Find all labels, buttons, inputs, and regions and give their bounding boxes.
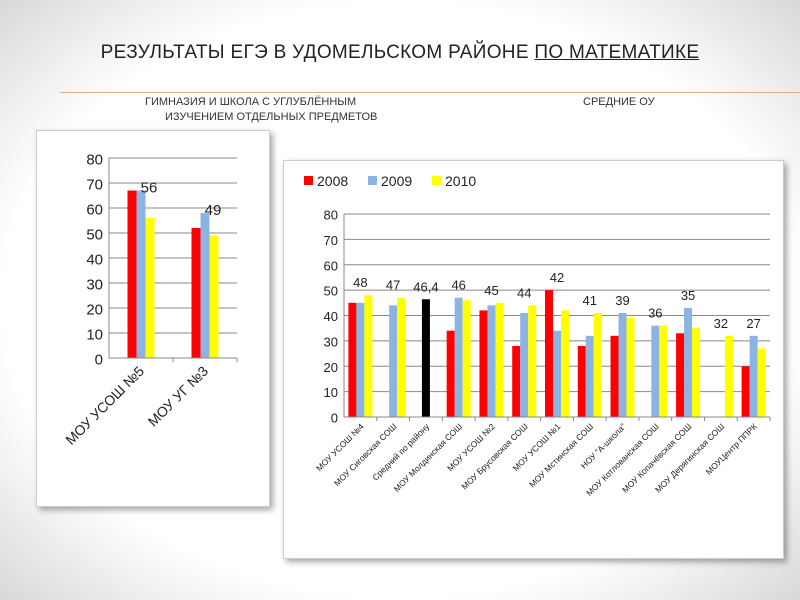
y-tick-label: 50 — [86, 227, 103, 244]
bar-2009 — [585, 335, 594, 417]
data-label: 39 — [615, 293, 629, 308]
bar-2009 — [356, 302, 365, 417]
y-tick-label: 10 — [86, 327, 103, 344]
bar-2010 — [757, 348, 766, 417]
x-category-label: Средний по району — [370, 421, 432, 483]
data-label: 56 — [141, 180, 158, 197]
data-label: 35 — [681, 288, 695, 303]
x-category-label: МОУ УГ №3 — [145, 363, 212, 430]
legend-swatch-2010 — [432, 176, 441, 185]
bar-2009 — [200, 213, 210, 358]
bar-2010 — [145, 218, 155, 358]
legend-label: 2008 — [317, 173, 348, 189]
y-tick-label: 30 — [324, 334, 338, 349]
subtitle-left-2: ИЗУЧЕНИЕМ ОТДЕЛЬНЫХ ПРЕДМЕТОВ — [165, 111, 378, 123]
bar-2009 — [487, 305, 496, 417]
y-tick-label: 40 — [86, 252, 103, 269]
subtitle-right: СРЕДНИЕ ОУ — [583, 96, 655, 108]
y-tick-label: 60 — [86, 202, 103, 219]
bar-2010 — [659, 325, 668, 417]
page-title: РЕЗУЛЬТАТЫ ЕГЭ В УДОМЕЛЬСКОМ РАЙОНЕ ПО М… — [0, 42, 800, 64]
bar-Средний — [421, 299, 430, 417]
bar-2008 — [348, 302, 357, 417]
bar-2010 — [626, 318, 635, 417]
data-label: 42 — [550, 270, 564, 285]
data-label: 32 — [714, 316, 728, 331]
bar-2010 — [495, 302, 504, 417]
subtitle-left-1: ГИМНАЗИЯ И ШКОЛА С УГЛУБЛЁННЫМ — [145, 96, 357, 108]
x-category-label: МОУ Сиговская СОШ — [332, 421, 399, 488]
left-chart: 0 10 20 30 40 50 60 70 80 56 МОУ УСОШ №5 49 МОУ УГ №… — [62, 152, 238, 448]
y-tick-label: 80 — [324, 208, 338, 223]
y-tick-label: 70 — [324, 233, 338, 248]
legend-label: 2010 — [445, 173, 476, 189]
bar-2010 — [528, 305, 537, 417]
y-tick-label: 20 — [86, 302, 103, 319]
y-tick-label: 80 — [86, 152, 103, 169]
data-label: 27 — [746, 316, 760, 331]
y-tick-label: 40 — [324, 309, 338, 324]
data-label: 48 — [353, 275, 367, 290]
bar-2008 — [741, 366, 750, 417]
legend-label: 2009 — [381, 173, 412, 189]
y-tick-label: 0 — [95, 352, 103, 369]
bar-2010 — [397, 297, 406, 417]
bar-2009 — [136, 190, 146, 358]
data-label: 49 — [205, 202, 222, 219]
bar-2009 — [749, 335, 758, 417]
data-label: 47 — [386, 278, 400, 293]
bar-2009 — [520, 312, 529, 417]
bar-2010 — [561, 310, 569, 417]
y-tick-label: 20 — [324, 360, 338, 375]
bar-2009 — [618, 312, 627, 417]
bar-2008 — [610, 335, 619, 417]
bar-2009 — [454, 297, 463, 417]
bar-2009 — [684, 307, 693, 417]
bar-2008 — [191, 228, 201, 358]
bar-2010 — [692, 328, 701, 417]
bar-2009 — [553, 330, 561, 417]
data-label: 44 — [517, 285, 531, 300]
data-label: 41 — [583, 293, 597, 308]
y-tick-label: 70 — [86, 177, 103, 194]
x-category-label: МОУ УСОШ №5 — [62, 363, 147, 448]
y-tick-label: 10 — [324, 385, 338, 400]
data-label: 46,4 — [413, 279, 438, 294]
title-text: РЕЗУЛЬТАТЫ ЕГЭ В УДОМЕЛЬСКОМ РАЙОНЕ — [100, 42, 535, 63]
y-tick-label: 0 — [331, 411, 338, 426]
bar-2010 — [462, 300, 471, 417]
bar-2008 — [545, 290, 553, 417]
legend-swatch-2008 — [304, 176, 313, 185]
x-category-label: МОУ Мстинская СОШ — [527, 421, 595, 489]
data-label: 46 — [451, 278, 465, 293]
bar-2008 — [512, 345, 521, 417]
bar-2009 — [389, 305, 398, 417]
data-label: 45 — [484, 283, 498, 298]
bar-2008 — [577, 345, 586, 417]
bar-2010 — [209, 235, 219, 358]
bar-2008 — [127, 190, 137, 358]
bar-2010 — [364, 295, 373, 417]
bar-2008 — [446, 330, 455, 417]
left-chart-box: 0 10 20 30 40 50 60 70 80 56 МОУ УСОШ №5 49 МОУ УГ №… — [36, 130, 270, 507]
bar-2010 — [593, 312, 602, 417]
y-tick-label: 60 — [324, 258, 338, 273]
bar-2008 — [479, 310, 488, 417]
legend-swatch-2009 — [368, 176, 377, 185]
y-tick-label: 50 — [324, 284, 338, 299]
bar-2010 — [724, 335, 733, 417]
right-chart-box: 0 10 20 30 40 50 60 70 80 48 МОУ УСОШ №4 47 МОУ Сиго… — [283, 160, 784, 559]
data-label: 36 — [648, 306, 662, 321]
bar-2009 — [651, 325, 660, 417]
title-divider — [60, 92, 800, 93]
title-underlined: ПО МАТЕМАТИКЕ — [534, 42, 700, 63]
bar-2008 — [676, 333, 685, 417]
y-tick-label: 30 — [86, 277, 103, 294]
